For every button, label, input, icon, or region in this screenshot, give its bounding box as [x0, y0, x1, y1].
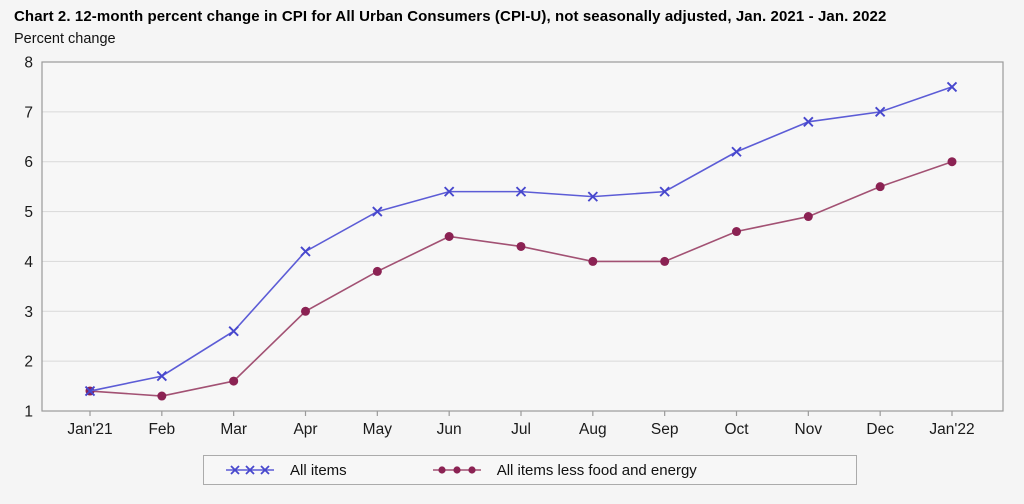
x-tick-label: Sep [651, 421, 679, 438]
y-tick-label: 4 [24, 254, 33, 271]
dot-marker [301, 306, 310, 316]
y-axis-unit-label: Percent change [14, 31, 116, 47]
dot-marker [875, 182, 885, 192]
x-tick-label: Apr [293, 421, 317, 438]
x-marker [372, 206, 383, 217]
x-tick-label: Jul [511, 421, 531, 438]
legend-entry-all-items: All items [226, 462, 347, 479]
dot-marker [588, 256, 598, 266]
y-tick-label: 2 [24, 354, 33, 371]
legend-entry-core-cpi: All items less food and energy [432, 461, 697, 479]
cpi-line-chart: Jan'21 Feb Mar Apr May Jun Jul Aug Sep Oct Nov Dec J… [24, 55, 1004, 438]
y-tick-label: 8 [24, 55, 33, 72]
x-marker [659, 186, 670, 197]
legend-label-core-cpi: All items less food and energy [496, 461, 697, 479]
dot-marker [229, 376, 239, 386]
dot-marker [947, 157, 957, 167]
y-tick-label: 6 [24, 154, 33, 171]
x-tick-label: Mar [220, 421, 247, 438]
series-all-items [84, 81, 958, 397]
plot-area [42, 62, 1003, 411]
y-tick-label: 1 [24, 404, 33, 421]
x-marker [515, 186, 527, 197]
x-marker [228, 326, 239, 337]
x-marker [443, 186, 455, 197]
dot-marker [732, 227, 741, 237]
dot-marker [660, 256, 670, 266]
x-tick-label: Nov [795, 421, 823, 438]
y-tick-label: 5 [24, 204, 33, 221]
x-marker [156, 370, 168, 382]
x-tick-label: Aug [579, 421, 607, 438]
x-tick-label: Jun [437, 421, 462, 438]
x-marker [803, 116, 814, 128]
dot-marker [372, 266, 382, 276]
legend: All items All items less food and energy [203, 455, 857, 485]
x-marker [946, 81, 958, 93]
x-tick-label: Feb [148, 421, 175, 438]
legend-label-all-items: All items [290, 461, 347, 479]
x-marker [84, 385, 96, 397]
x-marker [300, 246, 311, 257]
x-tick-label: Jan'21 [67, 421, 112, 438]
dot-marker [516, 241, 526, 251]
chart-title: Chart 2. 12-month percent change in CPI … [14, 8, 887, 25]
dot-marker [444, 232, 454, 241]
x-marker [874, 106, 886, 118]
x-tick-label: May [363, 421, 393, 438]
x-tick-label: Jan'22 [929, 421, 974, 438]
x-tick-label: Oct [724, 421, 749, 438]
core-cpi-line-sample-icon [432, 466, 481, 474]
plot-border [41, 61, 1004, 412]
x-tick-label: Dec [866, 421, 894, 438]
y-tick-label: 3 [24, 304, 33, 321]
all-items-line-sample-icon [226, 465, 274, 475]
dot-marker [157, 391, 167, 401]
dot-marker [803, 212, 813, 222]
x-marker [587, 191, 599, 202]
y-tick-label: 7 [24, 104, 33, 121]
x-marker [731, 146, 742, 157]
